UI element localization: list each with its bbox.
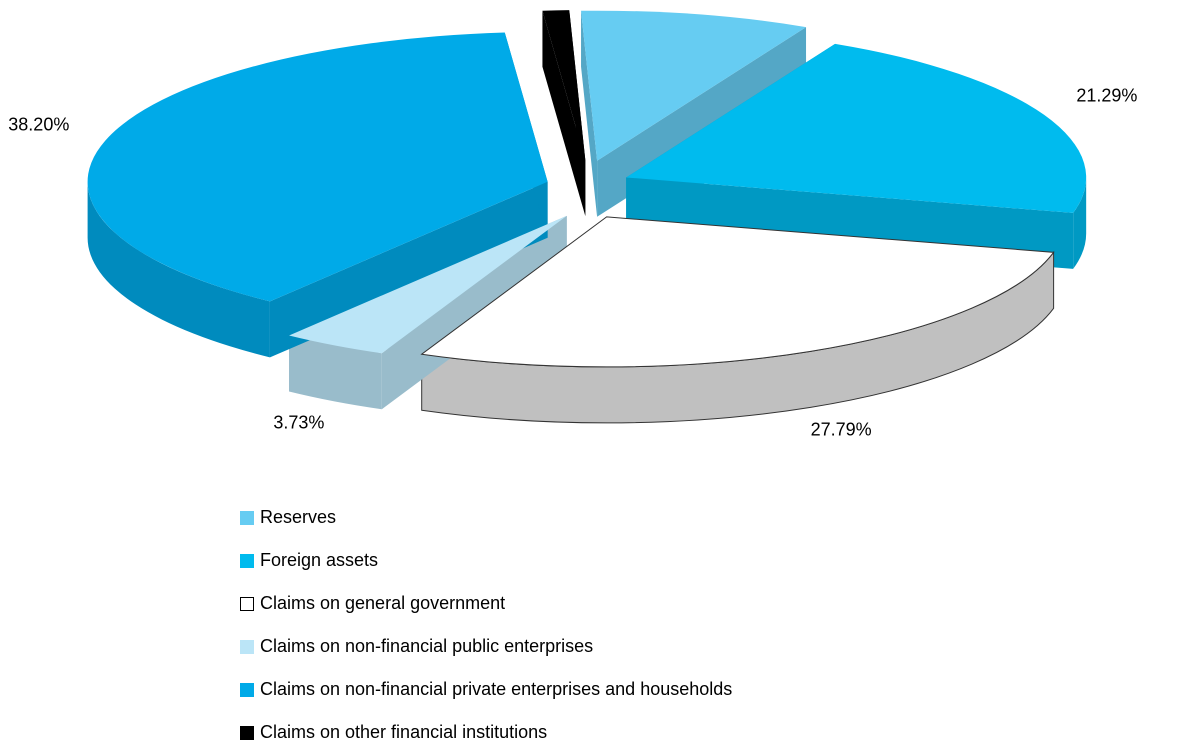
legend-label: Foreign assets [260,550,379,570]
pie-slice-face-5-0 [542,10,586,217]
pie-slice-0 [581,10,807,161]
data-label-3: 3.73% [273,413,324,433]
data-label-1: 21.29% [1076,86,1137,106]
pie-slice-4 [87,32,548,302]
legend-item: Claims on other financial institutions [240,711,732,754]
pie-slice-side-1 [1073,177,1087,269]
legend-item: Reserves [240,496,732,539]
legend-swatch [240,510,254,525]
legend-swatch [240,553,254,568]
pie-slice-3 [289,215,567,354]
pie-slice-side-3 [289,335,382,410]
pie-slice-side-4 [87,181,270,358]
pie-slice-5 [542,10,586,161]
legend-item: Claims on non-financial private enterpri… [240,668,732,711]
legend-swatch [240,596,254,611]
legend-label: Claims on other financial institutions [260,722,548,742]
legend-label: Claims on non-financial public enterpris… [260,636,594,656]
legend-label: Reserves [260,507,337,527]
legend-swatch [240,639,254,654]
legend-label: Claims on general government [260,593,506,613]
pie-slice-face-0-0 [581,10,598,217]
chart-legend: Reserves Foreign assets Claims on general … [240,496,732,754]
data-label-2: 27.79% [811,420,872,440]
legend-label: Claims on non-financial private enterpri… [260,679,733,699]
legend-swatch [240,725,254,740]
legend-item: Foreign assets [240,539,732,582]
legend-item: Claims on general government [240,582,732,625]
pie-slice-face-4-0 [269,181,548,358]
pie-slice-2 [420,216,1055,368]
legend-swatch [240,682,254,697]
legend-item: Claims on non-financial public enterpris… [240,625,732,668]
data-label-4: 38.20% [8,115,69,135]
pie-chart: 8.06%21.29%27.79%3.73%38.20%0.93% [8,10,1137,440]
pie-slice-1 [626,43,1087,213]
